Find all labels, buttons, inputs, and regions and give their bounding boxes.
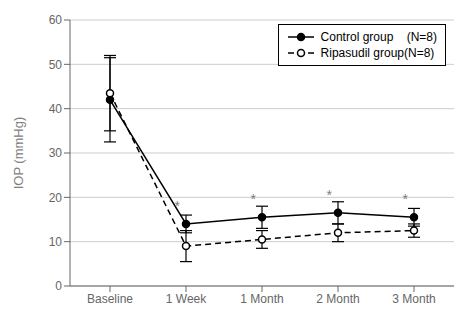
svg-text:Baseline: Baseline	[87, 292, 133, 306]
svg-text:1 Week: 1 Week	[166, 292, 207, 306]
svg-text:*: *	[175, 198, 181, 214]
svg-text:IOP (mmHg): IOP (mmHg)	[11, 117, 26, 190]
svg-text:30: 30	[49, 146, 63, 160]
html-text:Control group (N=8): Control group (N=8)	[320, 30, 437, 44]
svg-text:50: 50	[49, 58, 63, 72]
svg-text:*: *	[403, 191, 409, 207]
svg-text:20: 20	[49, 191, 63, 205]
html-text:Ripasudil group(N=8): Ripasudil group(N=8)	[320, 46, 435, 60]
svg-text:40: 40	[49, 102, 63, 116]
svg-text:3 Month: 3 Month	[392, 292, 435, 306]
svg-text:*: *	[327, 187, 333, 203]
svg-text:0: 0	[55, 279, 62, 293]
svg-text:60: 60	[49, 13, 63, 27]
svg-text:10: 10	[49, 235, 63, 249]
svg-text:2 Month: 2 Month	[316, 292, 359, 306]
svg-text:*: *	[251, 191, 257, 207]
svg-text:1 Month: 1 Month	[240, 292, 283, 306]
